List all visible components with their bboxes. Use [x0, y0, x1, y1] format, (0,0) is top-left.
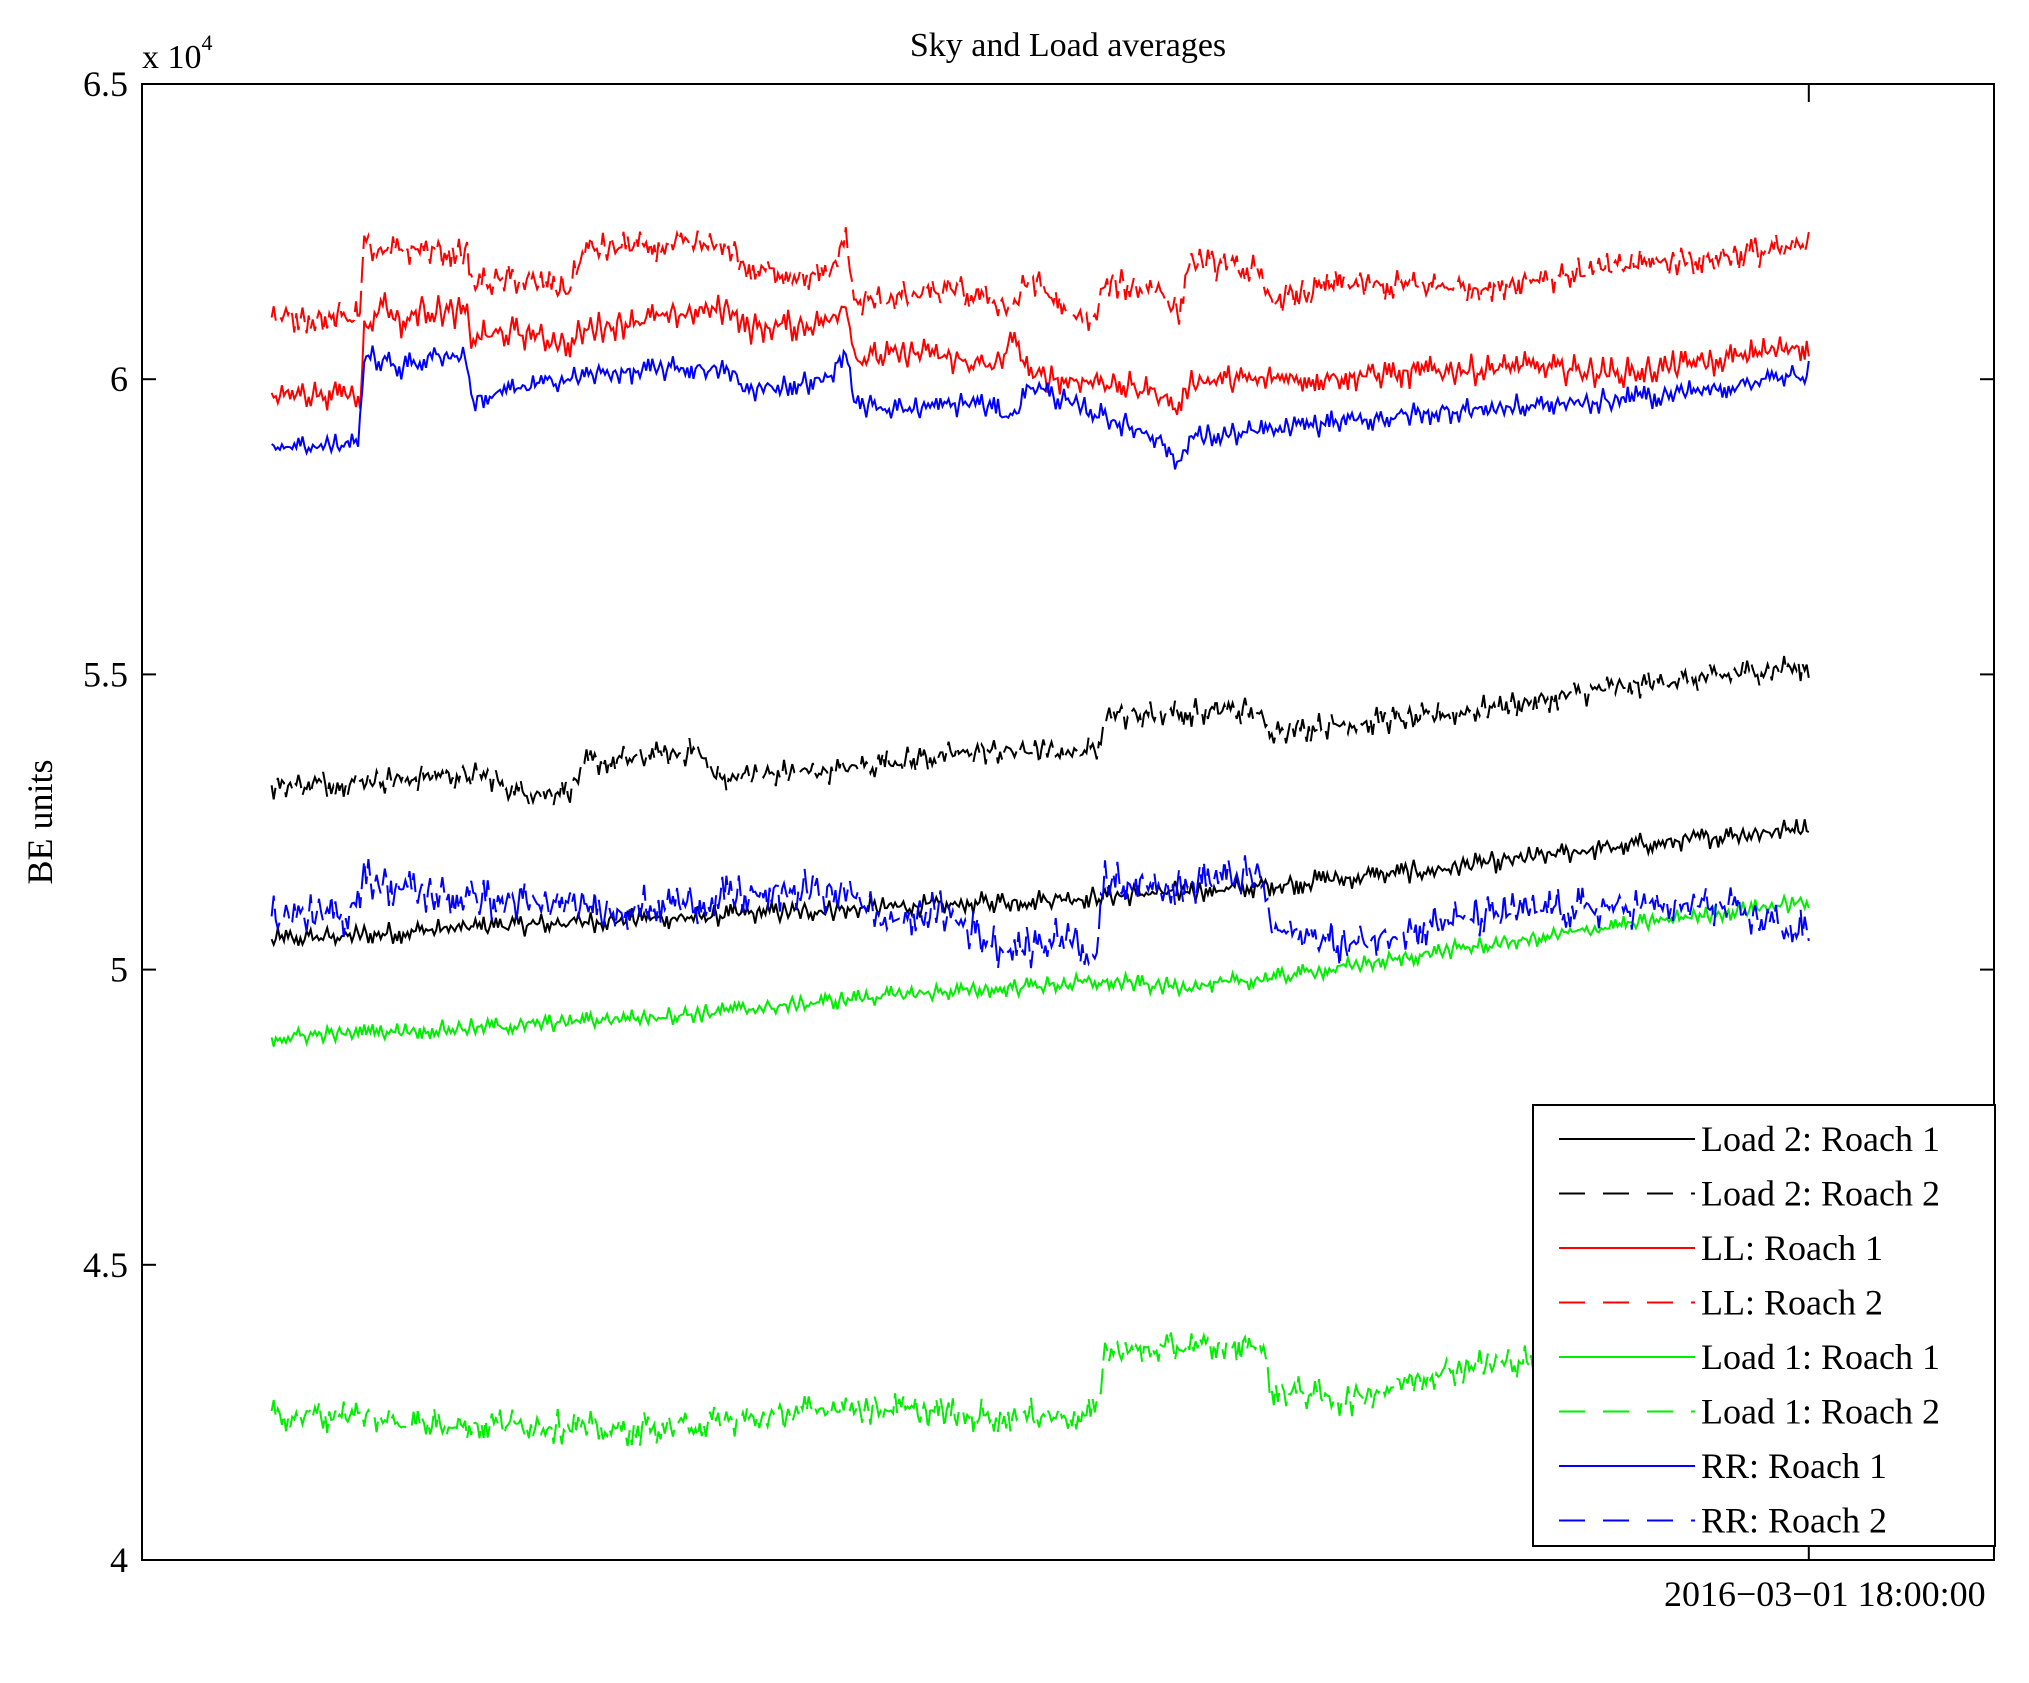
legend-label: Load 2: Roach 1 — [1701, 1119, 1940, 1159]
y-exponent-base: x 10 — [142, 39, 202, 76]
legend-label: LL: Roach 1 — [1701, 1228, 1883, 1268]
y-tick-label: 4 — [110, 1540, 128, 1580]
plot-frame — [141, 83, 1995, 1561]
legend-box — [1532, 1104, 1996, 1547]
x-axis: 2016−03−01 18:00:00 — [1664, 84, 1986, 1614]
series-line-6 — [270, 1331, 1588, 1447]
series-layer — [270, 227, 1810, 1447]
series-line-7 — [271, 345, 1810, 470]
x-tick-label: 2016−03−01 18:00:00 — [1664, 1574, 1986, 1614]
y-tick-label: 4.5 — [83, 1245, 128, 1285]
y-axis: 4 4.5 5 5.5 6 6.5 — [83, 64, 1994, 1580]
y-tick-label: 5 — [110, 950, 128, 990]
y-tick-label: 6 — [110, 359, 128, 399]
legend-label: Load 2: Roach 2 — [1701, 1174, 1940, 1214]
y-tick-label: 6.5 — [83, 64, 128, 104]
legend-label: LL: Roach 2 — [1701, 1283, 1883, 1323]
series-line-4 — [270, 227, 1810, 334]
legend-label: RR: Roach 2 — [1701, 1501, 1887, 1541]
y-tick-label: 5.5 — [83, 654, 128, 694]
legend-label: RR: Roach 1 — [1701, 1446, 1887, 1486]
series-line-1 — [270, 819, 1810, 948]
y-axis-label: BE units — [20, 759, 60, 884]
series-line-8 — [270, 855, 1810, 969]
series-line-5 — [270, 892, 1810, 1047]
series-line-2 — [270, 655, 1810, 806]
series-line-3 — [270, 292, 1810, 416]
legend: Load 2: Roach 1 Load 2: Roach 2 LL: Roach … — [1532, 1104, 1996, 1547]
chart-title: Sky and Load averages — [910, 27, 1226, 64]
y-exponent-label: x 104 — [142, 30, 213, 76]
legend-label: Load 1: Roach 2 — [1701, 1392, 1940, 1432]
y-exponent-power: 4 — [202, 30, 213, 55]
legend-label: Load 1: Roach 1 — [1701, 1337, 1940, 1377]
